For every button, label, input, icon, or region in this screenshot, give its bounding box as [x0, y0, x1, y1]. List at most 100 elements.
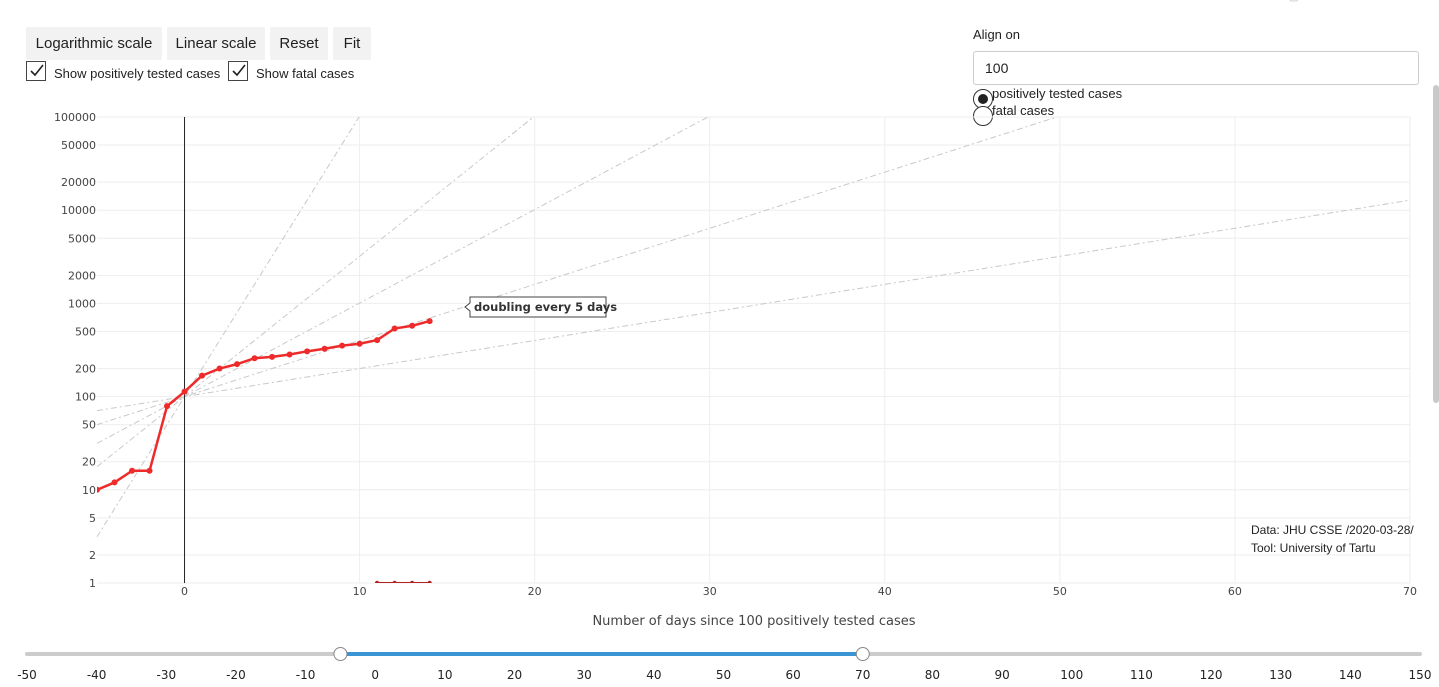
- reset-axes-icon[interactable]: ⌂: [1311, 0, 1323, 3]
- lasso-icon[interactable]: ◌: [1223, 0, 1235, 3]
- x-axis-label: Number of days since 100 positively test…: [592, 614, 915, 629]
- chart-annotation: doubling every 5 days: [464, 296, 617, 318]
- show-fatal-checkbox[interactable]: [228, 60, 248, 81]
- y-tick-label: 10: [82, 484, 96, 497]
- checkmark-icon: [232, 64, 246, 76]
- spike-icon[interactable]: ╹: [1333, 0, 1345, 3]
- align-on-label: Align on: [973, 27, 1020, 42]
- slider-tick-label: 140: [1339, 668, 1362, 682]
- fatal-data-point[interactable]: [409, 580, 415, 585]
- positive-data-point[interactable]: [94, 486, 100, 493]
- positive-data-point[interactable]: [199, 372, 206, 379]
- y-tick-label: 2000: [68, 269, 96, 282]
- positive-data-point[interactable]: [146, 467, 153, 474]
- y-tick-label: 500: [75, 325, 96, 338]
- positive-data-point[interactable]: [391, 325, 398, 332]
- positive-data-point[interactable]: [339, 342, 346, 349]
- plotly-logo-icon[interactable]: ■: [1399, 0, 1411, 3]
- y-tick-label: 20: [82, 456, 96, 469]
- annotation-label: doubling every 5 days: [474, 300, 617, 314]
- show-positive-checkbox[interactable]: [26, 60, 46, 81]
- y-tick-label: 50000: [61, 139, 96, 152]
- slider-tick-label: 10: [437, 668, 452, 682]
- autoscale-icon[interactable]: ▣: [1289, 0, 1301, 3]
- positive-data-point[interactable]: [269, 353, 276, 360]
- y-tick-label: 10000: [61, 204, 96, 217]
- align-fatal-radio-row: fatal cases: [973, 104, 1054, 126]
- show-fatal-label: Show fatal cases: [256, 66, 355, 81]
- positive-data-point[interactable]: [251, 355, 258, 362]
- slider-min-handle[interactable]: [333, 647, 348, 661]
- positive-data-point[interactable]: [286, 351, 293, 358]
- hover-closest-icon[interactable]: ▬: [1355, 0, 1367, 3]
- positive-data-point[interactable]: [216, 365, 223, 372]
- y-tick-label: 1: [89, 577, 96, 590]
- camera-icon[interactable]: ▀: [1135, 0, 1147, 3]
- doubling-line: [97, 117, 1059, 426]
- fatal-data-point[interactable]: [392, 580, 397, 585]
- y-tick-label: 100000: [54, 111, 96, 124]
- reset-button[interactable]: Reset: [270, 27, 328, 60]
- plot-toolbar: ▀ ● + ⋯ ◌ ■ ■ ▣ ⌂ ╹ ▬ ▬ ■: [1135, 0, 1411, 3]
- doubling-line: [97, 117, 360, 538]
- slider-tick-label: 20: [507, 668, 522, 682]
- show-fatal-checkbox-row: Show fatal cases: [228, 60, 354, 81]
- select-icon[interactable]: ⋯: [1201, 0, 1213, 3]
- positive-data-point[interactable]: [164, 403, 171, 410]
- log-scale-button[interactable]: Logarithmic scale: [26, 27, 162, 60]
- slider-tick-label: -50: [17, 668, 37, 682]
- positive-series-line[interactable]: [97, 319, 430, 491]
- pan-icon[interactable]: +: [1179, 0, 1191, 3]
- hover-compare-icon[interactable]: ▬: [1377, 0, 1389, 3]
- chart-axes: 1251020501002005001000200050001000020000…: [54, 111, 1417, 598]
- cases-chart[interactable]: 1251020501002005001000200050001000020000…: [0, 0, 1439, 640]
- x-tick-label: 50: [1053, 585, 1067, 598]
- positive-data-point[interactable]: [321, 345, 328, 352]
- days-range-slider[interactable]: -50 -40 -30 -20 -10 0 10 20 30 40 50 60 70 80 90 100 110…: [0, 647, 1439, 687]
- slider-tick-label: 130: [1269, 668, 1292, 682]
- positive-data-point[interactable]: [356, 340, 363, 347]
- positive-data-point[interactable]: [111, 479, 118, 486]
- fatal-data-point[interactable]: [374, 580, 380, 585]
- annotation-box: [464, 296, 607, 318]
- slider-tick-label: 40: [646, 668, 661, 682]
- positive-data-point[interactable]: [426, 318, 433, 325]
- slider-tick-label: 50: [716, 668, 731, 682]
- y-tick-label: 1000: [68, 297, 96, 310]
- y-tick-label: 5000: [68, 232, 96, 245]
- zoom-icon[interactable]: ●: [1157, 0, 1169, 3]
- chart-grid: [97, 116, 1411, 584]
- positive-data-point[interactable]: [409, 322, 416, 329]
- positive-data-point[interactable]: [374, 337, 381, 344]
- fatal-data-point[interactable]: [427, 580, 432, 585]
- doubling-line: [97, 117, 709, 444]
- align-positive-label: positively tested cases: [992, 86, 1123, 101]
- align-fatal-radio[interactable]: [973, 106, 993, 126]
- positive-data-point[interactable]: [234, 361, 241, 368]
- align-threshold-input[interactable]: [973, 51, 1419, 85]
- slider-tick-label: 100: [1060, 668, 1083, 682]
- vertical-scrollbar[interactable]: [1433, 85, 1439, 403]
- zoom-out-icon[interactable]: ■: [1267, 0, 1279, 3]
- slider-tick-label: 0: [371, 668, 379, 682]
- linear-scale-button[interactable]: Linear scale: [167, 27, 265, 60]
- positive-data-point[interactable]: [304, 348, 311, 355]
- doubling-line: [97, 117, 535, 468]
- slider-tick-label: 80: [925, 668, 940, 682]
- x-tick-label: 0: [181, 585, 188, 598]
- x-tick-label: 20: [528, 585, 542, 598]
- show-positive-checkbox-row: Show positively tested cases: [26, 60, 220, 81]
- fit-button[interactable]: Fit: [333, 27, 371, 60]
- positive-data-point[interactable]: [181, 388, 188, 395]
- x-tick-label: 30: [703, 585, 717, 598]
- positive-data-point[interactable]: [129, 467, 136, 474]
- slider-tick-label: 90: [994, 668, 1009, 682]
- slider-tick-label: 30: [577, 668, 592, 682]
- y-tick-label: 2: [89, 549, 96, 562]
- slider-max-handle[interactable]: [855, 647, 870, 661]
- slider-tick-label: 150: [1409, 668, 1432, 682]
- reference-lines: [97, 117, 1410, 538]
- y-tick-label: 200: [75, 363, 96, 376]
- zoom-in-icon[interactable]: ■: [1245, 0, 1257, 3]
- doubling-line: [97, 199, 1410, 412]
